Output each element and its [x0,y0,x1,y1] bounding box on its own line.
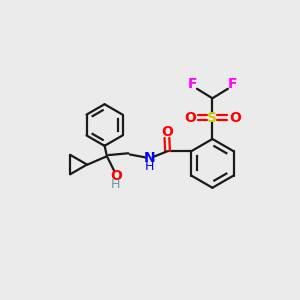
Text: H: H [144,160,154,173]
Text: O: O [110,169,122,183]
Text: N: N [143,151,155,165]
Text: F: F [188,77,197,91]
Text: F: F [228,77,237,91]
Text: O: O [161,125,173,139]
Text: H: H [111,178,121,191]
Text: S: S [207,111,218,124]
Text: O: O [184,111,196,124]
Text: O: O [229,111,241,124]
